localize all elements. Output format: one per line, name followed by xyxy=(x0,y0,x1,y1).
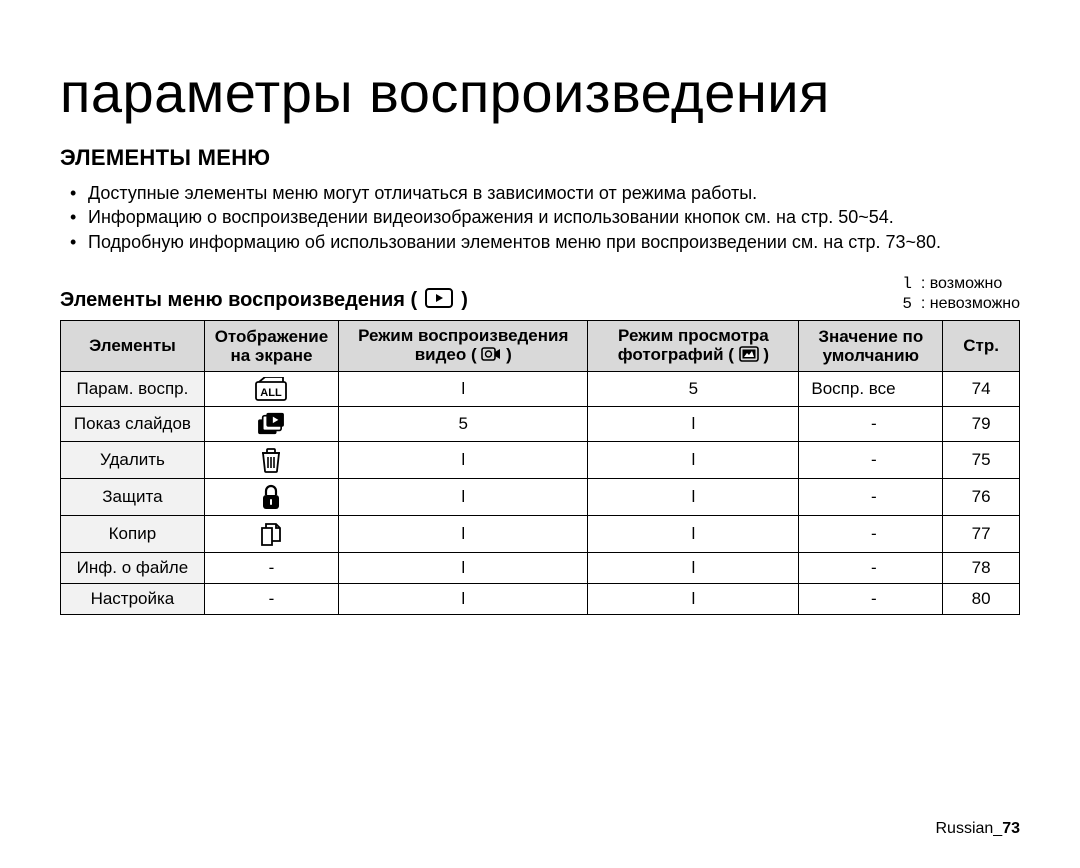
cell-photo-mode: l xyxy=(588,516,799,553)
cell-element-name: Парам. воспр. xyxy=(61,372,205,407)
cell-element-name: Удалить xyxy=(61,442,205,479)
table-row: Защита ll-76 xyxy=(61,479,1020,516)
cell-photo-mode: l xyxy=(588,407,799,442)
bullet-item: Подробную информацию об использовании эл… xyxy=(60,230,1020,254)
col-video-mode: Режим воспроизведения видео ( ) xyxy=(339,320,588,371)
legend-impossible-label: : невозможно xyxy=(921,295,1020,312)
cell-default-value: - xyxy=(799,584,943,615)
table-row: Настройка-ll-80 xyxy=(61,584,1020,615)
sub-heading: Элементы меню воспроизведения ( ) xyxy=(60,288,468,314)
cell-photo-mode: l xyxy=(588,584,799,615)
bullet-item: Доступные элементы меню могут отличаться… xyxy=(60,181,1020,205)
cell-video-mode: l xyxy=(339,479,588,516)
cell-osd-icon xyxy=(204,479,338,516)
table-row: Копир ll-77 xyxy=(61,516,1020,553)
cell-page-ref: 75 xyxy=(943,442,1020,479)
page-footer: Russian_73 xyxy=(936,820,1021,838)
cell-default-value: - xyxy=(799,442,943,479)
cell-video-mode: l xyxy=(339,516,588,553)
legend-impossible-symbol: 5 xyxy=(902,294,916,314)
copy-icon xyxy=(211,521,332,547)
col-photo-mode: Режим просмотра фотографий ( ) xyxy=(588,320,799,371)
photo-mode-icon xyxy=(739,346,759,367)
cell-video-mode: l xyxy=(339,442,588,479)
legend-possible-label: : возможно xyxy=(921,275,1002,292)
cell-element-name: Копир xyxy=(61,516,205,553)
page-title: параметры воспроизведения xyxy=(60,60,1020,125)
cell-osd-icon: ALL xyxy=(204,372,338,407)
cell-element-name: Защита xyxy=(61,479,205,516)
cell-page-ref: 74 xyxy=(943,372,1020,407)
col-default: Значение по умолчанию xyxy=(799,320,943,371)
bullet-list: Доступные элементы меню могут отличаться… xyxy=(60,181,1020,254)
table-row: Показ слайдов 5l-79 xyxy=(61,407,1020,442)
cell-default-value: - xyxy=(799,553,943,584)
all-icon: ALL xyxy=(211,377,332,401)
legend: l : возможно 5 : невозможно xyxy=(902,274,1020,314)
cell-osd-icon xyxy=(204,516,338,553)
sub-heading-close: ) xyxy=(461,289,468,312)
cell-element-name: Показ слайдов xyxy=(61,407,205,442)
sub-heading-text: Элементы меню воспроизведения ( xyxy=(60,289,417,312)
cell-photo-mode: l xyxy=(588,553,799,584)
cell-default-value: - xyxy=(799,407,943,442)
slideshow-icon xyxy=(211,412,332,436)
trash-icon xyxy=(211,447,332,473)
cell-default-value: Воспр. все xyxy=(799,372,943,407)
playback-icon xyxy=(425,288,453,314)
table-row: Инф. о файле-ll-78 xyxy=(61,553,1020,584)
col-page: Стр. xyxy=(943,320,1020,371)
cell-element-name: Настройка xyxy=(61,584,205,615)
svg-text:ALL: ALL xyxy=(261,387,283,399)
table-header-row: Элементы Отображение на экране Режим вос… xyxy=(61,320,1020,371)
cell-default-value: - xyxy=(799,516,943,553)
cell-page-ref: 79 xyxy=(943,407,1020,442)
cell-default-value: - xyxy=(799,479,943,516)
cell-photo-mode: l xyxy=(588,479,799,516)
section-heading: ЭЛЕМЕНТЫ МЕНЮ xyxy=(60,145,1020,171)
cell-video-mode: l xyxy=(339,584,588,615)
cell-osd-icon xyxy=(204,407,338,442)
table-row: Удалить ll-75 xyxy=(61,442,1020,479)
bullet-item: Информацию о воспроизведении видеоизобра… xyxy=(60,205,1020,229)
lock-icon xyxy=(211,484,332,510)
table-row: Парам. воспр. ALL l5Воспр. все74 xyxy=(61,372,1020,407)
cell-element-name: Инф. о файле xyxy=(61,553,205,584)
legend-possible-symbol: l xyxy=(902,274,916,294)
cell-video-mode: l xyxy=(339,553,588,584)
cell-page-ref: 76 xyxy=(943,479,1020,516)
footer-prefix: Russian_ xyxy=(936,820,1003,837)
cell-page-ref: 78 xyxy=(943,553,1020,584)
menu-table: Элементы Отображение на экране Режим вос… xyxy=(60,320,1020,615)
manual-page: параметры воспроизведения ЭЛЕМЕНТЫ МЕНЮ … xyxy=(0,0,1080,868)
footer-page-number: 73 xyxy=(1002,820,1020,837)
cell-page-ref: 80 xyxy=(943,584,1020,615)
cell-osd-icon: - xyxy=(204,553,338,584)
cell-video-mode: 5 xyxy=(339,407,588,442)
cell-page-ref: 77 xyxy=(943,516,1020,553)
cell-photo-mode: l xyxy=(588,442,799,479)
cell-osd-icon xyxy=(204,442,338,479)
col-elements: Элементы xyxy=(61,320,205,371)
cell-photo-mode: 5 xyxy=(588,372,799,407)
cell-osd-icon: - xyxy=(204,584,338,615)
col-osd: Отображение на экране xyxy=(204,320,338,371)
video-mode-icon xyxy=(481,346,501,367)
cell-video-mode: l xyxy=(339,372,588,407)
